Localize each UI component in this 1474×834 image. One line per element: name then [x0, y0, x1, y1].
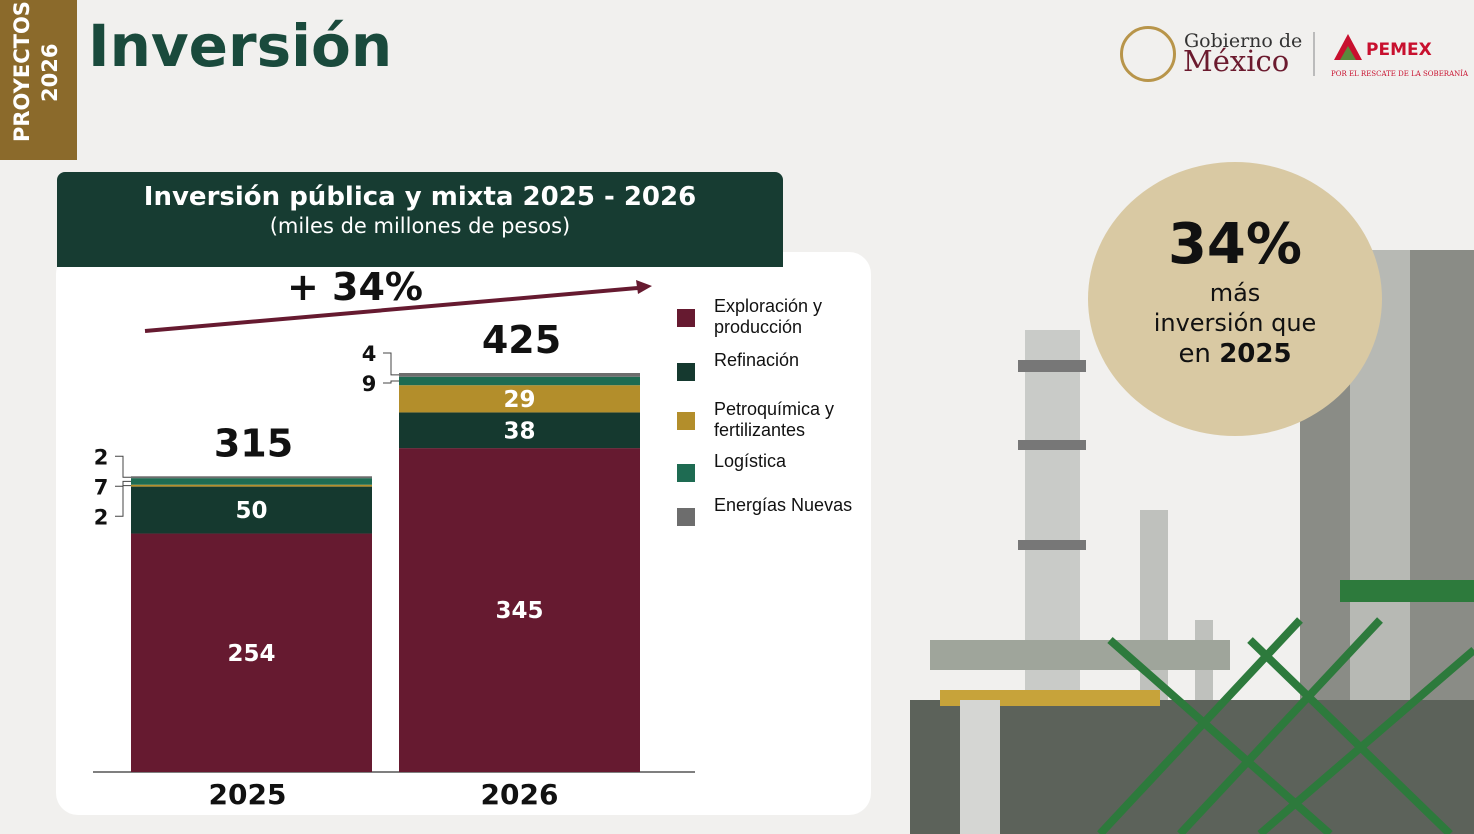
legend-swatch [677, 309, 695, 327]
bar-segment [399, 448, 640, 772]
chart: + 34% 254 50 2 7 2 315 2025 345 38 29 4 9 425 2026 [93, 265, 695, 811]
x-tick-label: 2025 [209, 778, 287, 811]
value-label: 38 [503, 418, 535, 444]
pemex-tagline: POR EL RESCATE DE LA SOBERANÍA [1331, 70, 1469, 78]
chart-header: Inversión pública y mixta 2025 - 2026 (m… [57, 172, 783, 267]
legend-swatch [677, 508, 695, 526]
pemex-text: PEMEX [1366, 40, 1432, 60]
bar-segment [131, 476, 372, 479]
bar-segment [399, 376, 640, 386]
bar-segment [399, 385, 640, 413]
callout-text: en [1178, 339, 1211, 369]
label-bracket [383, 352, 399, 376]
section-tab: PROYECTOS 2026 [0, 0, 77, 160]
bar-segment [131, 484, 372, 487]
bar-segment [131, 486, 372, 534]
bar-segment [399, 412, 640, 449]
legend-swatch [677, 363, 695, 381]
legend-label: Energías Nuevas [714, 495, 853, 515]
callout-big: 34% [1167, 212, 1303, 277]
divider [1313, 32, 1315, 76]
value-label: 2 [94, 445, 109, 469]
total-label: 425 [482, 318, 561, 362]
callout-text: más [1209, 279, 1261, 307]
callout-text: inversión que [1153, 309, 1317, 337]
refinery-illustration [910, 250, 1474, 834]
legend-swatch [677, 412, 695, 430]
pemex-logo [1334, 34, 1362, 60]
value-label: 7 [94, 475, 109, 499]
value-label: 29 [503, 387, 535, 413]
x-tick-label: 2026 [481, 778, 559, 811]
value-label: 50 [235, 498, 267, 524]
legend-label: Petroquímica y fertilizantes [714, 399, 835, 440]
value-label: 4 [362, 342, 377, 366]
bar-segment [131, 533, 372, 772]
callout-year: 2025 [1219, 339, 1292, 369]
legend-label: Exploración y producción [714, 296, 823, 337]
callout-circle: 34% más inversión que en 2025 [1088, 162, 1382, 436]
total-label: 315 [214, 421, 293, 465]
gov-text: México [1183, 44, 1290, 78]
bar-segment [131, 478, 372, 485]
label-bracket [383, 380, 399, 384]
chart-title: Inversión pública y mixta 2025 - 2026 [143, 182, 697, 212]
label-bracket [115, 455, 131, 478]
legend-label: Logística [714, 451, 787, 471]
value-label: 345 [495, 598, 543, 624]
legend-swatch [677, 464, 695, 482]
legend-label: Refinación [714, 350, 800, 370]
trend-arrow [144, 286, 639, 333]
page-title: Inversión [88, 12, 393, 80]
label-bracket [115, 485, 131, 517]
value-label: 254 [227, 641, 275, 667]
label-bracket [115, 480, 131, 487]
chart-subtitle: (miles de millones de pesos) [269, 214, 571, 238]
arrow-head [636, 280, 652, 294]
growth-annotation: + 34% [287, 265, 423, 309]
coat-of-arms [1120, 26, 1176, 82]
gov-text: Gobierno de [1184, 30, 1303, 52]
value-label: 2 [94, 505, 109, 529]
bar-segment [399, 373, 640, 377]
value-label: 9 [362, 372, 377, 396]
